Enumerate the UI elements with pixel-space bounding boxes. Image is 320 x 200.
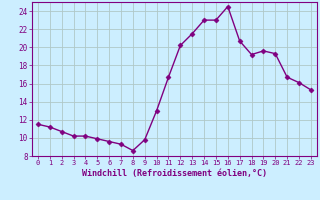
X-axis label: Windchill (Refroidissement éolien,°C): Windchill (Refroidissement éolien,°C) — [82, 169, 267, 178]
